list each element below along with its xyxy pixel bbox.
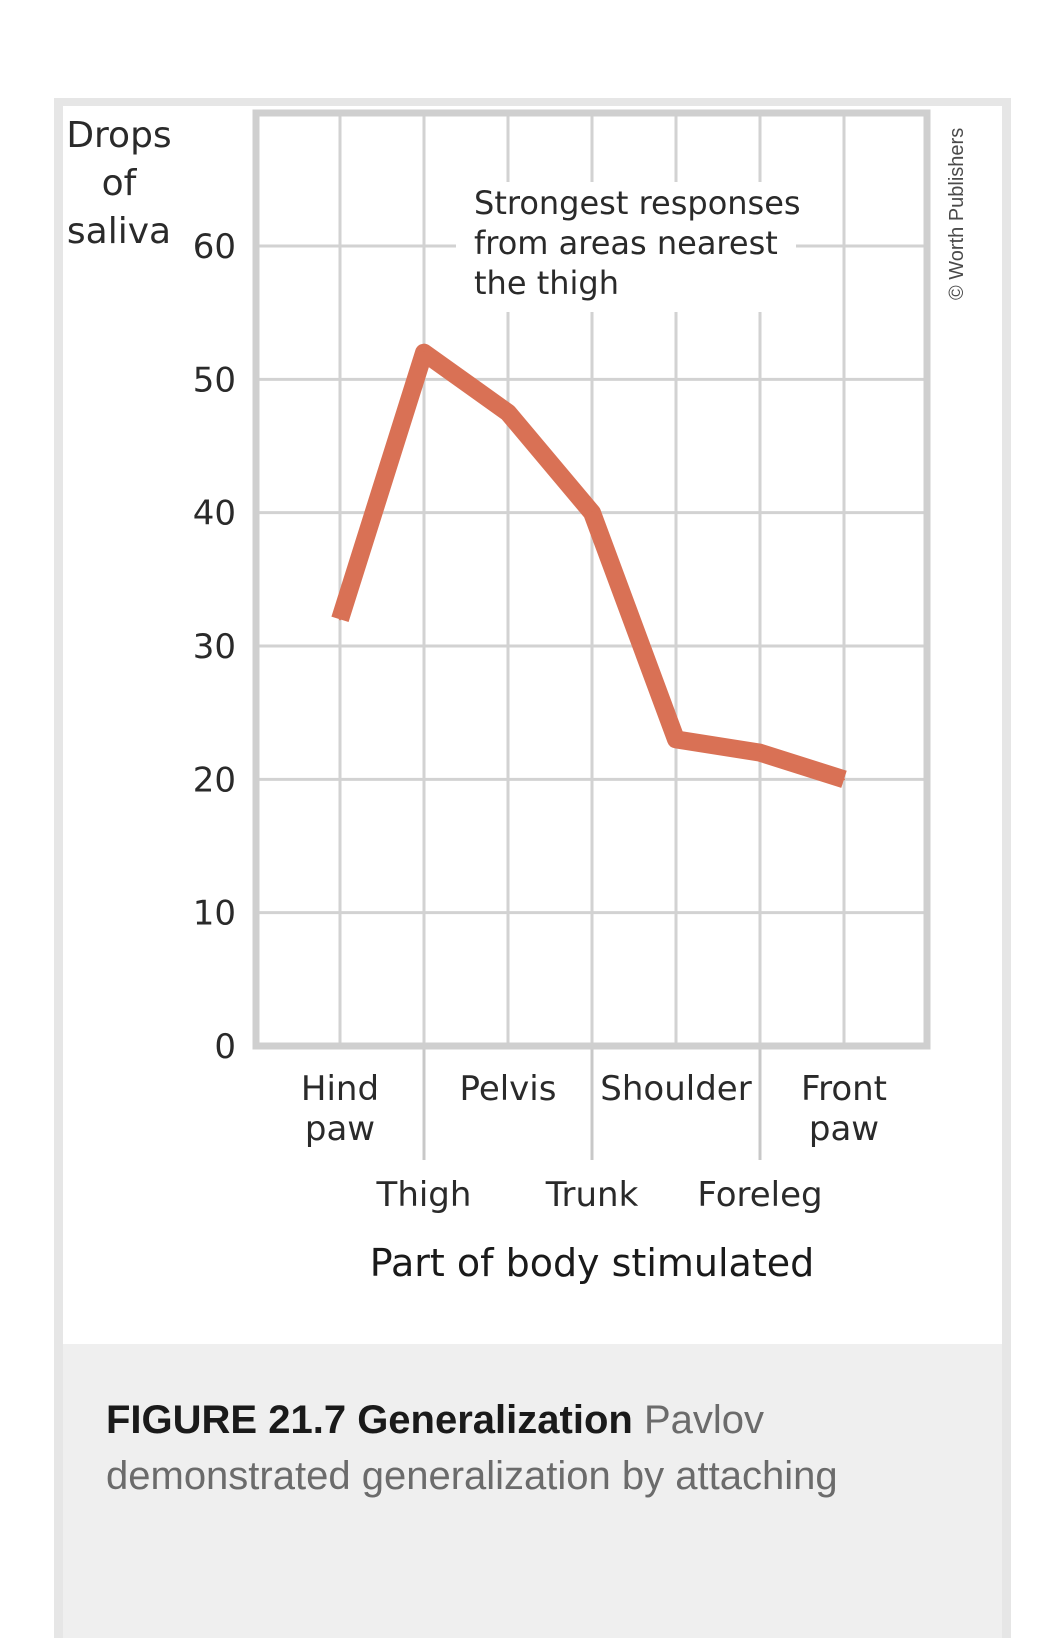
x-tick-label: Front bbox=[801, 1069, 887, 1109]
figure-caption: FIGURE 21.7 Generalization Pavlov demons… bbox=[106, 1392, 966, 1504]
x-tick-label: Shoulder bbox=[600, 1069, 751, 1109]
x-tick-label: Thigh bbox=[376, 1175, 472, 1215]
x-tick-label: paw bbox=[305, 1109, 375, 1149]
y-tick-label: 30 bbox=[193, 627, 236, 667]
y-tick-label: 10 bbox=[193, 894, 236, 934]
y-axis-label-line: of bbox=[101, 163, 137, 204]
x-axis-label: Part of body stimulated bbox=[370, 1241, 814, 1285]
caption-body: Pavlov demonstrated generalization by at… bbox=[106, 1398, 838, 1498]
data-point bbox=[339, 618, 341, 621]
y-tick-label: 20 bbox=[193, 760, 236, 800]
y-tick-label: 60 bbox=[193, 227, 236, 267]
x-tick-label: Foreleg bbox=[697, 1175, 822, 1215]
y-axis-label-line: saliva bbox=[66, 211, 172, 252]
x-tick-label: Trunk bbox=[545, 1175, 639, 1215]
x-tick-label: Pelvis bbox=[460, 1069, 557, 1109]
data-point bbox=[423, 351, 425, 354]
data-point bbox=[843, 778, 845, 781]
x-tick-label: paw bbox=[809, 1109, 879, 1149]
y-axis-label: Drops of saliva bbox=[64, 112, 174, 256]
y-tick-label: 0 bbox=[214, 1027, 236, 1067]
plot-frame bbox=[252, 109, 931, 1050]
data-point bbox=[507, 411, 509, 414]
annotation-text: Strongest responses bbox=[474, 184, 801, 222]
annotation-text: from areas nearest bbox=[474, 224, 778, 262]
data-point bbox=[675, 738, 677, 741]
data-point bbox=[759, 751, 761, 754]
figure-title: FIGURE 21.7 Generalization bbox=[106, 1398, 633, 1442]
y-tick-label: 50 bbox=[193, 360, 236, 400]
x-tick-label: Hind bbox=[301, 1069, 379, 1109]
y-axis-label-line: Drops bbox=[66, 115, 172, 156]
caption-panel bbox=[63, 1344, 1002, 1638]
data-point bbox=[591, 511, 593, 514]
y-tick-label: 40 bbox=[193, 494, 236, 534]
annotation-text: the thigh bbox=[474, 264, 619, 302]
annotation-box bbox=[456, 182, 796, 312]
credit-text: © Worth Publishers bbox=[946, 128, 968, 300]
